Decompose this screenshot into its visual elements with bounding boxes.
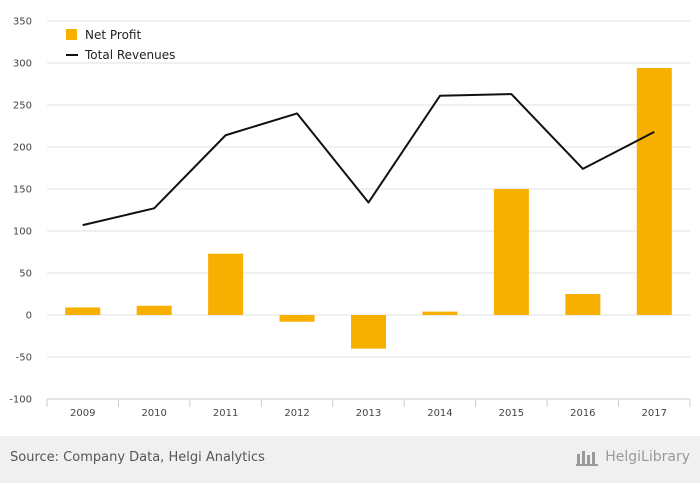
bar-net-profit-2011 [208,253,244,315]
bar-net-profit-2012 [279,315,315,322]
y-tick-label: 0 [26,311,32,322]
bar-net-profit-2017 [636,68,672,315]
legend-swatch-net-profit [66,29,77,40]
library-icon [576,451,599,466]
x-tick-label: 2009 [70,408,95,419]
x-tick-label: 2011 [213,408,238,419]
total-revenues-line-group [82,93,655,227]
x-tick-label: 2016 [570,408,595,419]
bar-net-profit-2010 [136,305,172,315]
net-profit-bars [65,68,672,349]
chart: -100 -50 0 50 100 150 200 250 300 350 2009 2010 201… [9,17,691,419]
legend-label-total-revenues: Total Revenues [84,48,175,62]
bar-net-profit-2009 [65,307,101,315]
legend-label-net-profit: Net Profit [85,28,141,42]
y-tick-label: 250 [13,101,32,112]
x-tick-label: 2012 [284,408,309,419]
brand-logo: HelgiLibrary [576,448,690,466]
bar-net-profit-2015 [493,189,529,315]
legend: Net Profit Total Revenues [66,28,175,62]
y-tick-label: -50 [16,353,32,364]
x-tick-label: 2017 [642,408,667,419]
y-tick-label: 350 [13,17,32,28]
bar-net-profit-2014 [422,311,458,315]
y-tick-label: 200 [13,143,32,154]
y-axis-labels: -100 -50 0 50 100 150 200 250 300 350 [9,17,32,406]
total-revenues-line [82,93,655,227]
x-axis: 2009 2010 2011 2012 2013 2014 2015 2016 2017 [46,398,691,419]
y-tick-label: -100 [9,395,32,406]
x-tick-label: 2014 [427,408,452,419]
y-tick-label: 100 [13,227,32,238]
x-tick-label: 2010 [141,408,166,419]
footer: Source: Company Data, Helgi Analytics He… [0,436,700,483]
y-tick-label: 50 [19,269,32,280]
y-tick-label: 150 [13,185,32,196]
brand-name: HelgiLibrary [605,449,690,465]
source-text: Source: Company Data, Helgi Analytics [10,450,265,465]
bar-net-profit-2013 [351,315,386,349]
bar-net-profit-2016 [565,294,601,315]
y-tick-label: 300 [13,59,32,70]
x-tick-label: 2013 [356,408,381,419]
x-tick-label: 2015 [499,408,524,419]
